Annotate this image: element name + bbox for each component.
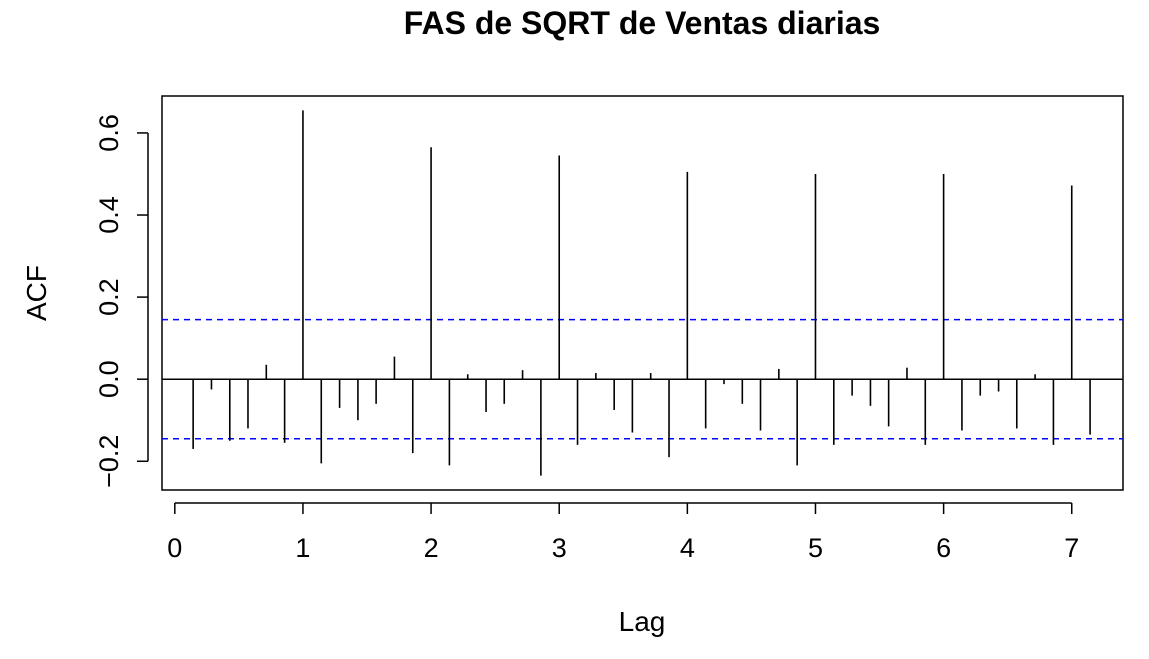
x-tick-label: 6 [936,533,951,563]
plot-frame [161,95,1124,491]
y-axis: −0.2 0.0 0.2 0.4 0.6 [94,114,149,488]
x-tick-label: 3 [552,533,567,563]
y-tick-label: 0.6 [94,114,124,152]
x-tick-label: 1 [295,533,310,563]
x-tick-label: 4 [680,533,695,563]
x-tick-label: 7 [1064,533,1079,563]
y-axis-label: ACF [21,265,52,321]
y-tick-label: 0.2 [94,278,124,316]
x-tick-label: 2 [424,533,439,563]
chart-title: FAS de SQRT de Ventas diarias [404,5,881,41]
y-tick-label: 0.0 [94,360,124,398]
x-axis-label: Lag [619,606,666,637]
y-tick-label: 0.4 [94,196,124,234]
x-tick-label: 5 [808,533,823,563]
x-tick-label: 0 [167,533,182,563]
y-tick-label: −0.2 [94,435,124,488]
marks-layer [162,110,1123,476]
x-axis: 0 1 2 3 4 5 6 7 [167,502,1079,563]
